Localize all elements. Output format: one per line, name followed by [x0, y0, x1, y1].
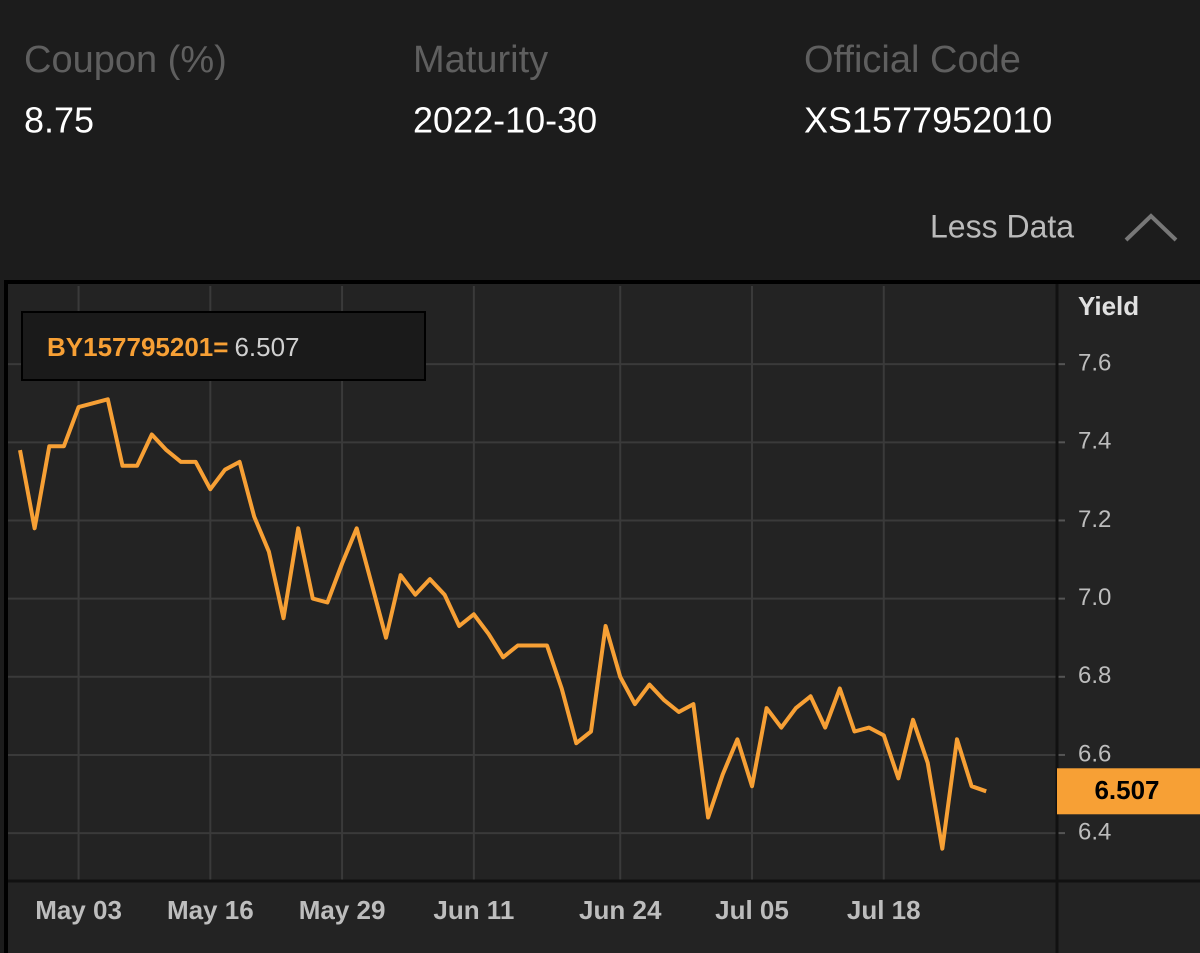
- x-tick-label: May 29: [299, 895, 386, 925]
- y-axis-label: Yield: [1078, 291, 1139, 321]
- y-tick-label: 6.4: [1078, 818, 1111, 845]
- field-label: Official Code: [804, 39, 1021, 81]
- x-tick-label: Jun 24: [579, 895, 662, 925]
- y-tick-label: 7.6: [1078, 350, 1111, 377]
- x-tick-label: May 16: [167, 895, 254, 925]
- y-tick-label: 6.6: [1078, 740, 1111, 767]
- y-tick-label: 6.8: [1078, 662, 1111, 689]
- x-tick-label: Jul 18: [847, 895, 921, 925]
- y-tick-label: 7.0: [1078, 584, 1111, 611]
- y-tick-label: 7.4: [1078, 428, 1111, 455]
- legend-name: BY157795201=: [47, 332, 228, 362]
- badge-box: [1057, 768, 1200, 815]
- field-value: 2022-10-30: [413, 100, 597, 141]
- line: [18, 397, 987, 851]
- x-tick-label: May 03: [35, 895, 122, 925]
- field-value: 8.75: [24, 100, 94, 141]
- plot: [8, 286, 1065, 880]
- toggle[interactable]: Less Data: [930, 208, 1178, 244]
- x-tick-label: Jun 11: [433, 895, 514, 925]
- legend-text: BY157795201= 6.507: [47, 332, 300, 362]
- x-tick-label: Jul 05: [715, 895, 789, 925]
- chart-panel: [4, 280, 1200, 953]
- badge-text: 6.507: [1094, 775, 1159, 805]
- last-value-badge: 6.507: [1057, 768, 1200, 815]
- legend: [21, 311, 426, 381]
- legend-value: 6.507: [234, 332, 299, 362]
- field-value: XS1577952010: [804, 100, 1052, 141]
- chevron[interactable]: [1124, 213, 1178, 242]
- field-label: Coupon (%): [24, 39, 227, 81]
- toggle-label[interactable]: Less Data: [930, 208, 1074, 244]
- field-label: Maturity: [413, 39, 548, 81]
- y-tick-label: 7.2: [1078, 506, 1111, 533]
